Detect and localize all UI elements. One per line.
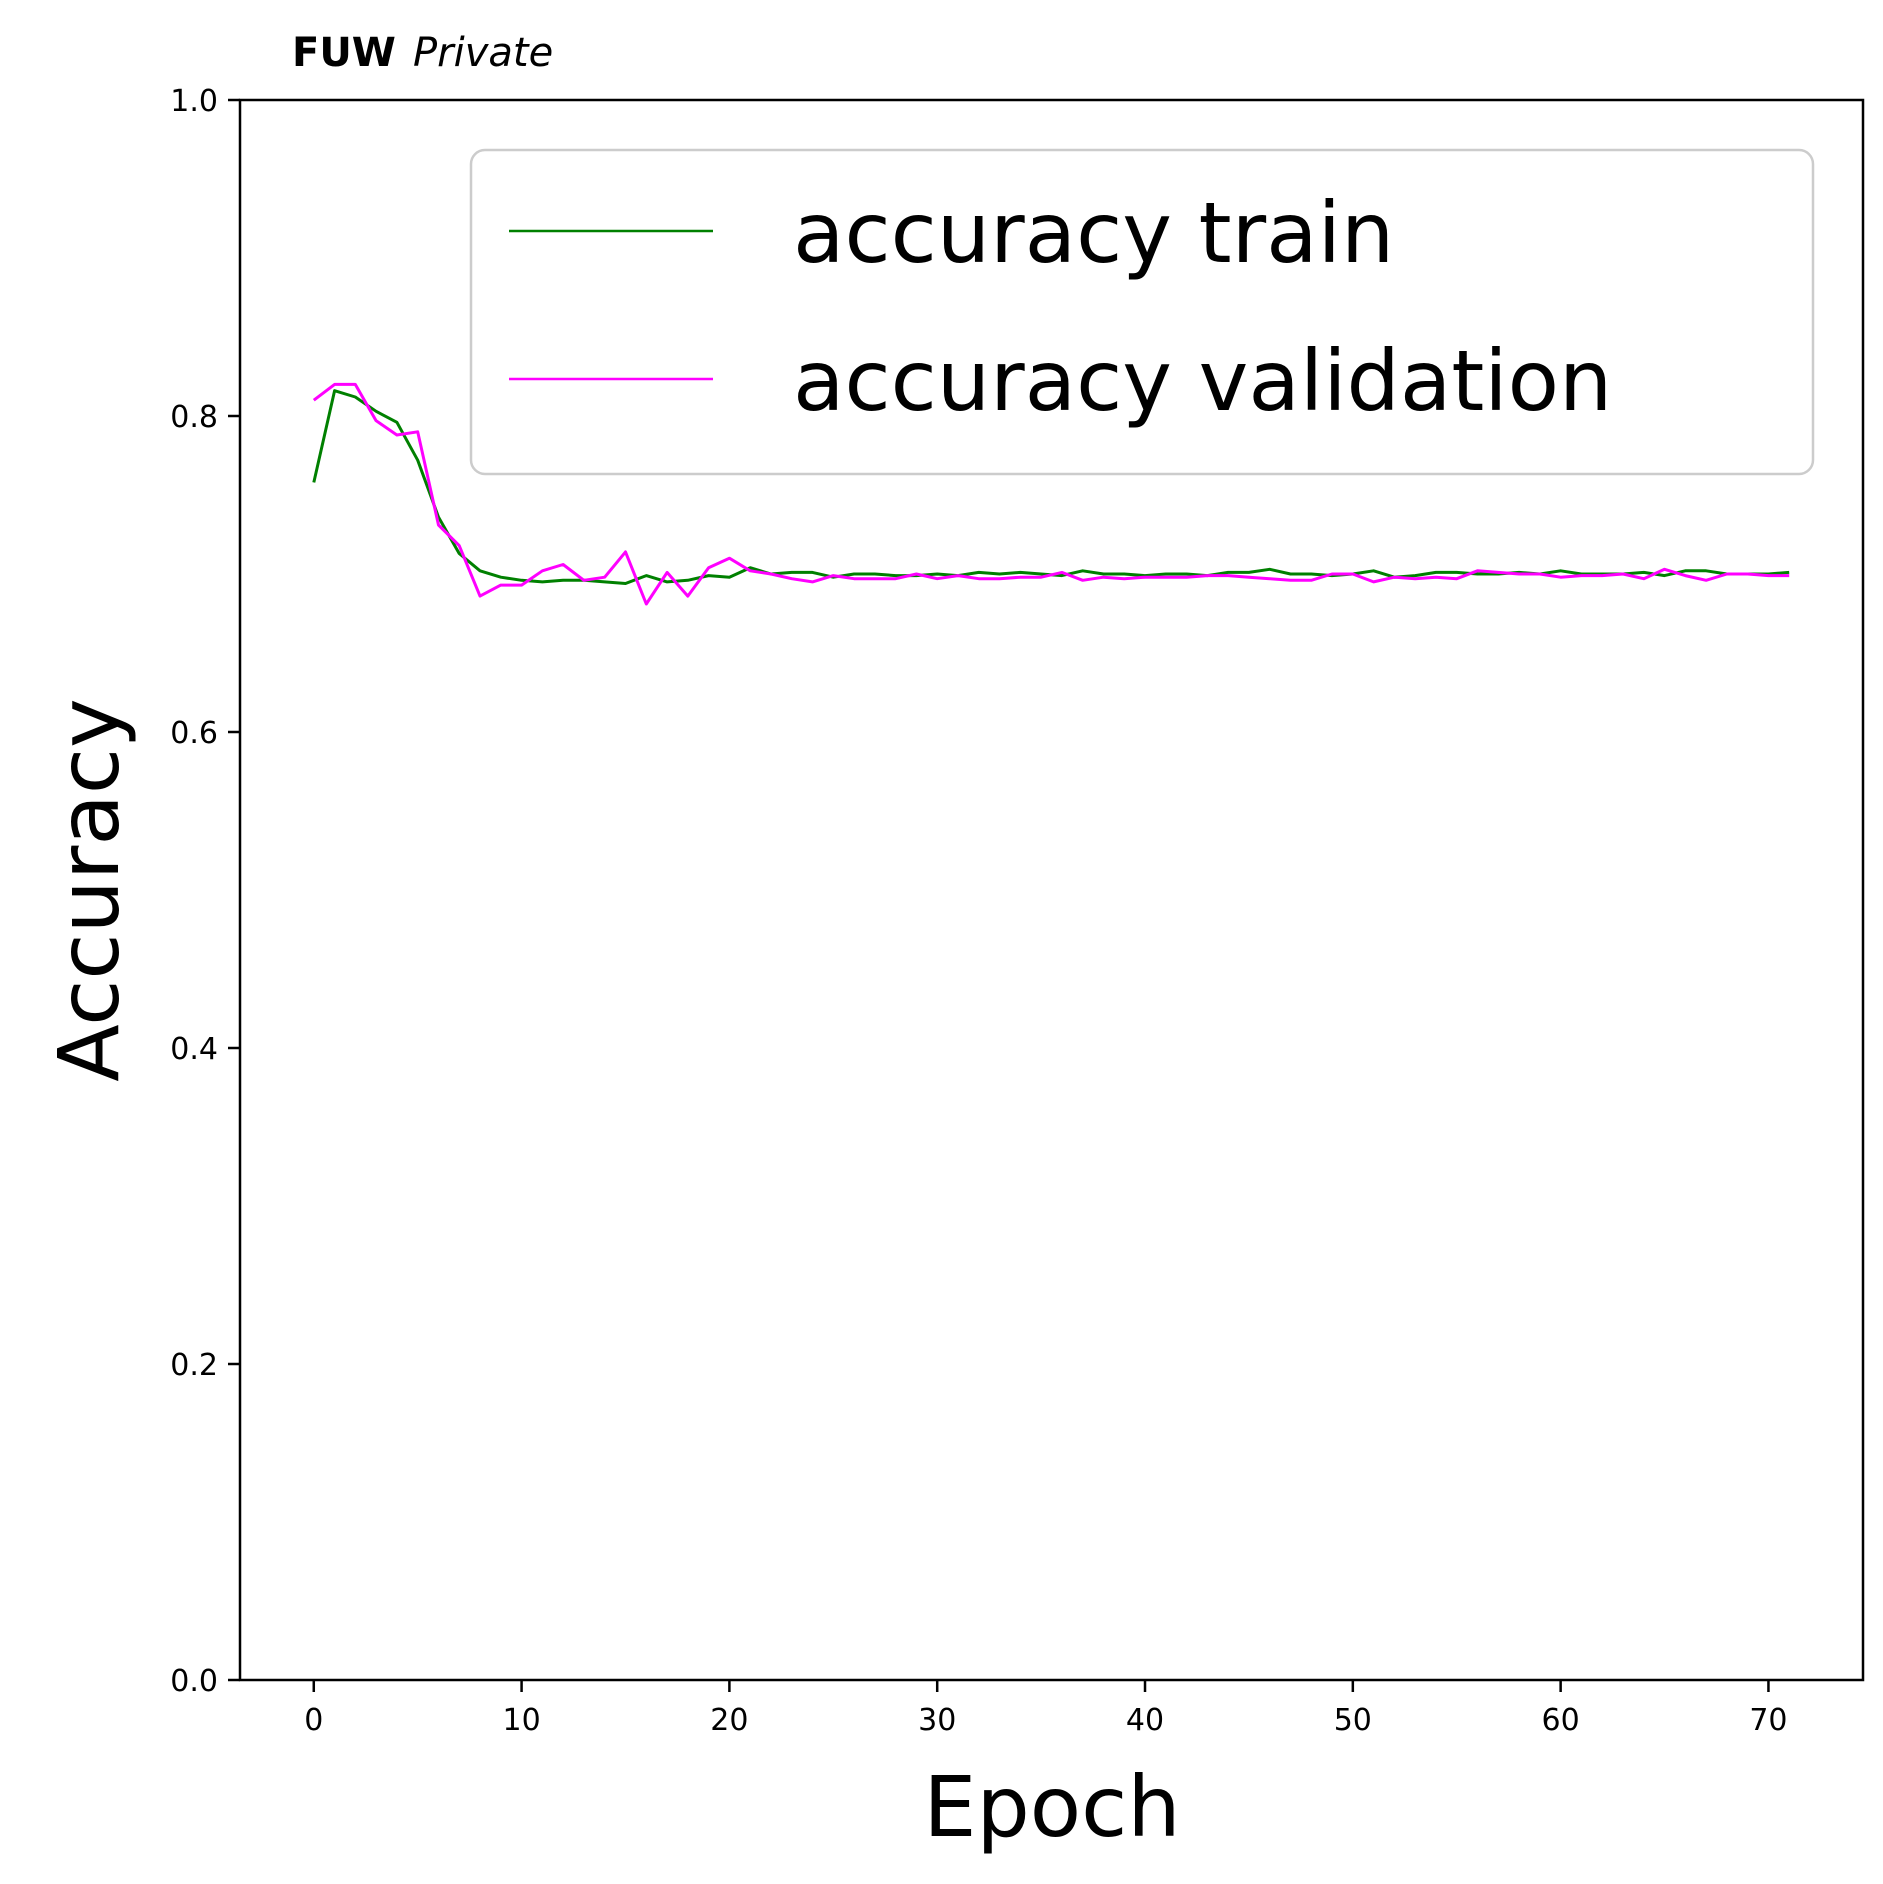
chart-title-italic: Private — [413, 30, 553, 76]
y-tick-label: 0.8 — [170, 400, 218, 435]
legend-label-train: accuracy train — [793, 184, 1394, 282]
y-tick-label: 0.0 — [170, 1664, 218, 1699]
y-axis: 0.0 0.2 0.4 0.6 0.8 1.0 — [170, 84, 240, 1699]
x-axis: 0 10 20 30 40 50 60 70 — [304, 1680, 1788, 1738]
x-tick-label: 70 — [1749, 1703, 1787, 1738]
x-tick-label: 60 — [1542, 1703, 1580, 1738]
x-tick-label: 20 — [710, 1703, 748, 1738]
x-tick-label: 10 — [502, 1703, 540, 1738]
x-tick-label: 50 — [1334, 1703, 1372, 1738]
legend-label-validation: accuracy validation — [793, 332, 1612, 430]
x-tick-label: 0 — [304, 1703, 323, 1738]
legend: accuracy train accuracy validation — [469, 148, 1815, 476]
chart-title: FUW Private — [292, 30, 553, 76]
plot-area: 0 10 20 30 40 50 60 70 0.0 0.2 0.4 0.6 0.8 1.0 — [170, 84, 1865, 1738]
x-axis-title: Epoch — [923, 1758, 1180, 1856]
x-tick-label: 30 — [918, 1703, 956, 1738]
y-tick-label: 1.0 — [170, 84, 218, 119]
axes-frame — [238, 98, 1865, 1682]
series-layer — [312, 382, 1790, 606]
y-tick-label: 0.4 — [170, 1032, 218, 1067]
y-tick-label: 0.6 — [170, 716, 218, 751]
legend-box — [469, 148, 1815, 476]
x-tick-label: 40 — [1126, 1703, 1164, 1738]
chart-title-bold: FUW — [292, 30, 396, 76]
series-line-validation — [312, 382, 1790, 606]
y-axis-title: Accuracy — [40, 698, 138, 1082]
y-tick-label: 0.2 — [170, 1348, 218, 1383]
